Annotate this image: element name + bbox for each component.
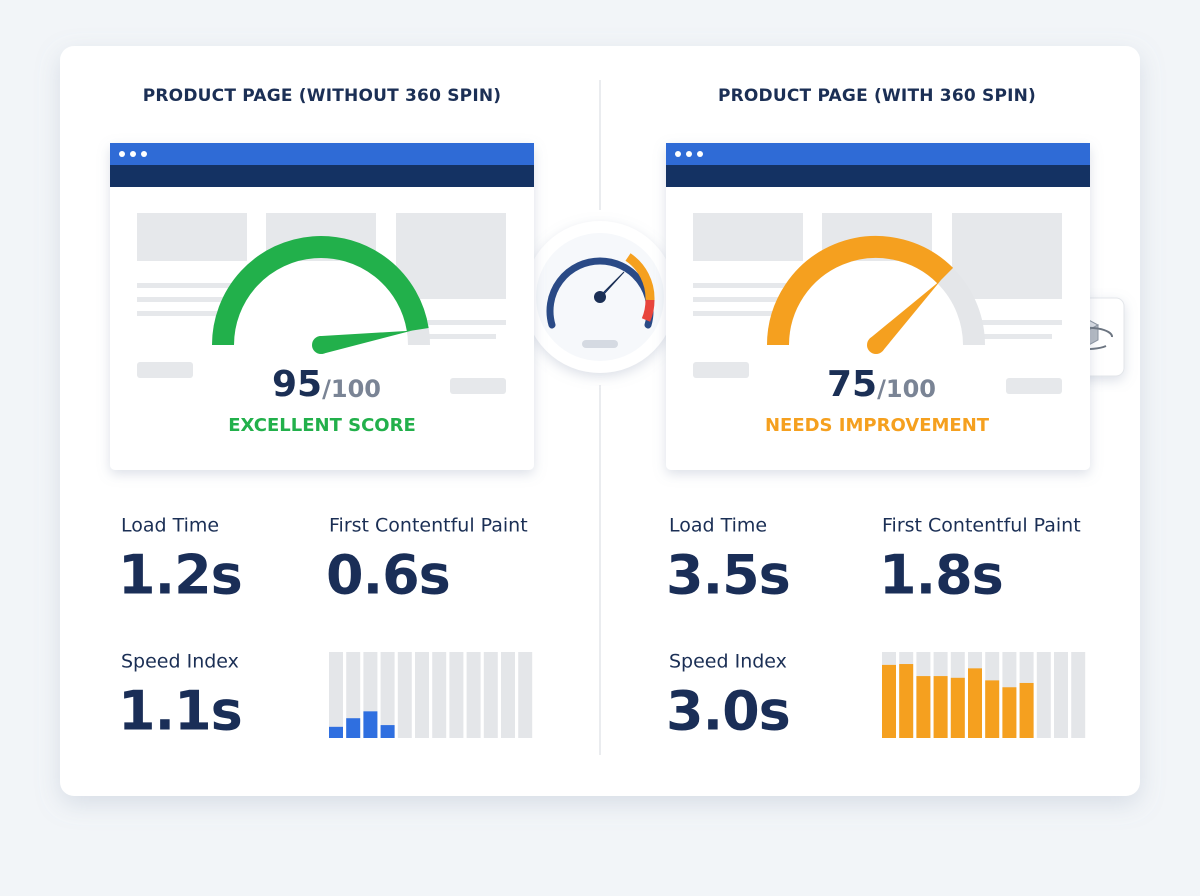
bar-slot: [397, 652, 412, 738]
bar-slot: [501, 652, 515, 738]
bar: [950, 677, 965, 738]
bar: [899, 664, 914, 738]
metric-label: Speed Index: [669, 651, 787, 673]
bar: [882, 664, 896, 738]
score: 95/100: [272, 364, 381, 405]
center-speedometer-icon: [524, 221, 676, 373]
bar-slot: [329, 652, 343, 738]
placeholder: [952, 213, 1062, 299]
gauge-hub: [312, 336, 330, 354]
browser-dot: [697, 151, 703, 157]
gauge-needle: [319, 330, 412, 354]
bar-slot: [518, 652, 533, 738]
bar: [363, 711, 378, 738]
bar: [380, 725, 395, 738]
browser-dot: [119, 151, 125, 157]
placeholder: [982, 334, 1052, 339]
bar: [1002, 687, 1017, 738]
status-label: EXCELLENT SCORE: [228, 415, 416, 436]
placeholder: [982, 320, 1062, 325]
gauge-needle: [869, 279, 942, 352]
placeholder: [137, 311, 237, 316]
panel-title: PRODUCT PAGE (WITHOUT 360 SPIN): [143, 86, 502, 106]
metric-label: Load Time: [669, 515, 767, 537]
browser-dot: [686, 151, 692, 157]
bar: [985, 680, 1000, 738]
bar-slot: [1036, 652, 1051, 738]
bar: [933, 676, 948, 738]
placeholder: [426, 334, 496, 339]
placeholder: [693, 297, 783, 302]
score-value: 95: [272, 364, 322, 405]
placeholder: [137, 297, 227, 302]
placeholder: [693, 362, 749, 378]
gauge-arc: [767, 236, 954, 346]
bar: [346, 718, 361, 738]
browser-dot: [130, 151, 136, 157]
bar: [1019, 682, 1034, 738]
score: 75/100: [827, 364, 936, 405]
placeholder: [426, 320, 506, 325]
metric-value: 3.5s: [666, 544, 790, 607]
bar-slot: [346, 652, 361, 738]
placeholder: [137, 362, 193, 378]
metric-value: 1.8s: [879, 544, 1003, 607]
browser-dot: [141, 151, 147, 157]
metric-value: 0.6s: [326, 544, 450, 607]
score-max: /100: [322, 375, 381, 403]
bar-slot: [415, 652, 429, 738]
placeholder: [396, 213, 506, 299]
browser-tabbar: [666, 143, 1090, 167]
metric-value: 1.1s: [118, 680, 242, 743]
metric-label: First Contentful Paint: [329, 515, 528, 537]
bar-slot: [449, 652, 464, 738]
bar: [916, 676, 931, 738]
bar-slot: [1071, 652, 1086, 738]
placeholder: [137, 283, 247, 288]
bar: [329, 726, 343, 738]
browser-navbar: [110, 165, 534, 187]
gauge-hub: [867, 336, 885, 354]
gauge-arc: [212, 236, 429, 346]
metric-label: Load Time: [121, 515, 219, 537]
metric-label: First Contentful Paint: [882, 515, 1081, 537]
placeholder: [1006, 378, 1062, 394]
status-label: NEEDS IMPROVEMENT: [765, 415, 990, 436]
bar-slot: [432, 652, 447, 738]
placeholder: [137, 213, 247, 261]
bar-slot: [483, 652, 498, 738]
bar-slot: [466, 652, 481, 738]
browser-navbar: [666, 165, 1090, 187]
metric-value: 1.2s: [118, 544, 242, 607]
browser-dot: [675, 151, 681, 157]
metric-label: Speed Index: [121, 651, 239, 673]
metric-value: 3.0s: [666, 680, 790, 743]
score-value: 75: [827, 364, 877, 405]
score-max: /100: [877, 375, 936, 403]
panel-title: PRODUCT PAGE (WITH 360 SPIN): [718, 86, 1036, 106]
placeholder: [693, 213, 803, 261]
placeholder: [693, 283, 803, 288]
bar-slot: [1054, 652, 1068, 738]
placeholder: [693, 311, 793, 316]
bar-slot: [380, 652, 395, 738]
bar: [968, 668, 982, 738]
browser-tabbar: [110, 143, 534, 167]
placeholder: [450, 378, 506, 394]
